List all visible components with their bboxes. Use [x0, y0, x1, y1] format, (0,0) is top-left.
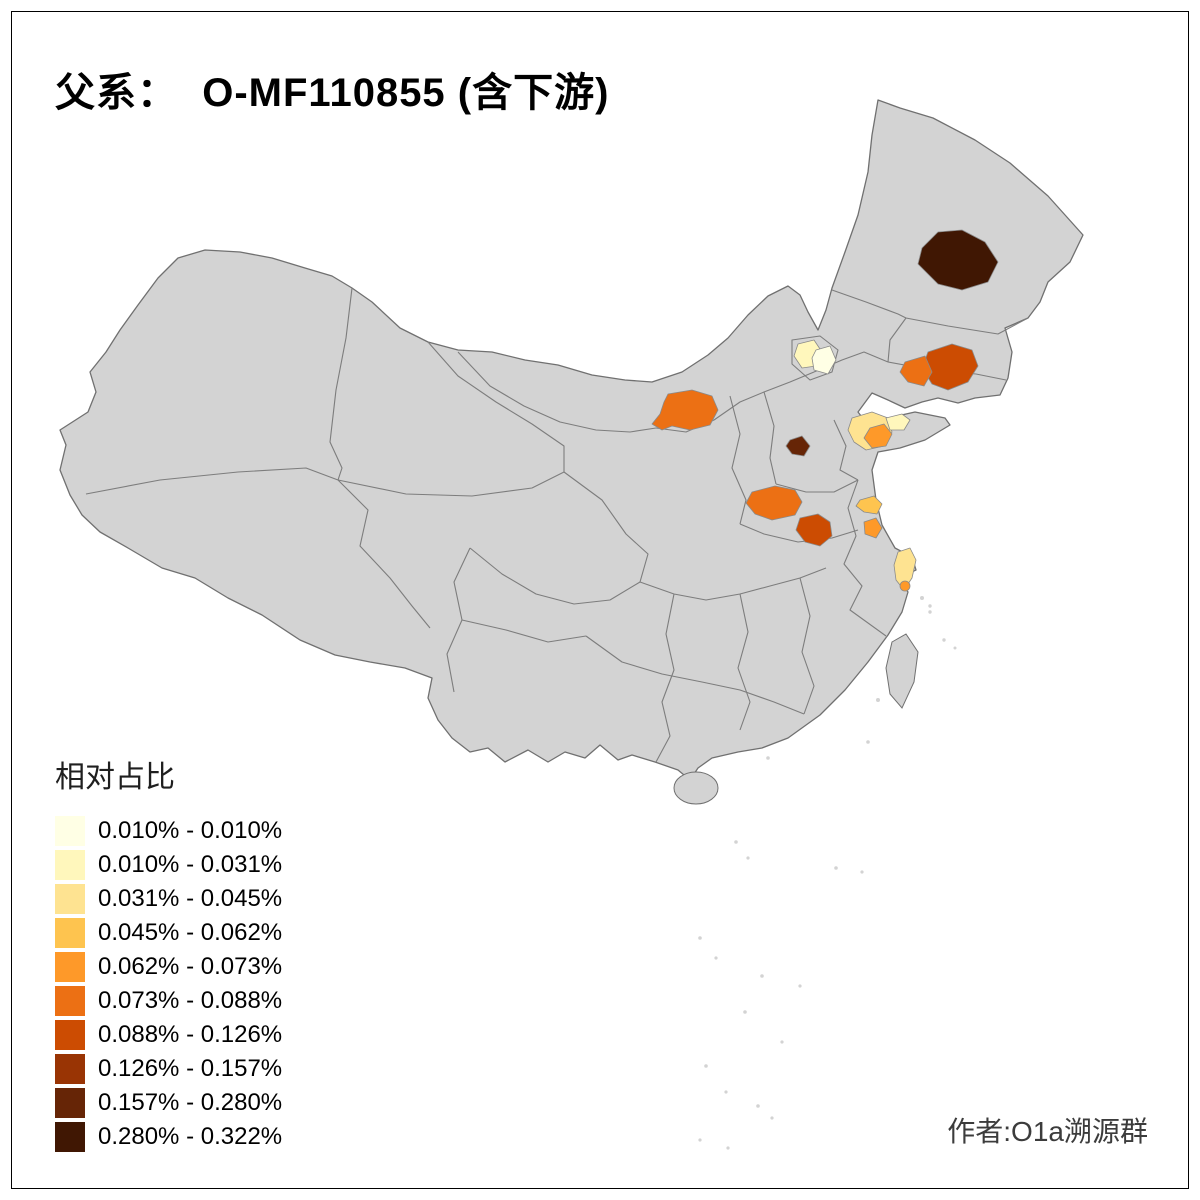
legend-swatch [55, 1054, 85, 1084]
mainland-outline [59, 99, 1084, 781]
legend-item: 0.073% - 0.088% [55, 986, 282, 1016]
legend-swatch [55, 816, 85, 846]
small-islands [698, 596, 957, 1150]
figure-border [11, 11, 1189, 1189]
legend-item: 0.010% - 0.010% [55, 816, 282, 846]
legend-swatch [55, 1122, 85, 1152]
legend-item-label: 0.031% - 0.045% [98, 885, 283, 912]
legend-item-label: 0.045% - 0.062% [98, 919, 283, 946]
region-beijing-area-east [811, 345, 837, 375]
legend-item: 0.045% - 0.062% [55, 918, 282, 948]
legend-swatch [55, 952, 85, 982]
region-shanxi-henan-border [785, 435, 811, 457]
legend-swatch [55, 1088, 85, 1118]
region-henan-southwest [745, 485, 803, 521]
highlighted-regions [651, 229, 999, 592]
legend-item-label: 0.010% - 0.031% [98, 851, 283, 878]
legend-item-label: 0.126% - 0.157% [98, 1055, 283, 1082]
region-anhui-east [863, 517, 883, 539]
legend-item-label: 0.062% - 0.073% [98, 953, 283, 980]
legend-item: 0.010% - 0.031% [55, 850, 282, 880]
legend-swatch [55, 918, 85, 948]
legend-item: 0.088% - 0.126% [55, 1020, 282, 1050]
legend-swatch [55, 850, 85, 880]
figure-title: 父系： O-MF110855 (含下游) [55, 71, 610, 115]
taiwan-island [885, 633, 919, 709]
legend-item-label: 0.010% - 0.010% [98, 817, 283, 844]
region-northeast-heilongjiang [917, 229, 999, 291]
legend-item-label: 0.073% - 0.088% [98, 987, 283, 1014]
region-shandong-center [863, 423, 893, 449]
legend-item-label: 0.157% - 0.280% [98, 1089, 283, 1116]
legend-swatch [55, 1020, 85, 1050]
legend-item: 0.031% - 0.045% [55, 884, 282, 914]
hainan-island [673, 771, 719, 805]
legend-item: 0.280% - 0.322% [55, 1122, 282, 1152]
legend-item-label: 0.088% - 0.126% [98, 1021, 283, 1048]
legend-swatch [55, 884, 85, 914]
legend-item: 0.157% - 0.280% [55, 1088, 282, 1118]
legend: 相对占比 0.010% - 0.010% 0.010% - 0.031% 0.0… [55, 752, 282, 1156]
attribution-text: 作者:O1a溯源群 [947, 1116, 1148, 1147]
region-jiangsu-north [855, 495, 883, 515]
legend-item: 0.126% - 0.157% [55, 1054, 282, 1084]
region-shandong-northeast [885, 413, 911, 431]
legend-swatch [55, 986, 85, 1016]
legend-item-label: 0.280% - 0.322% [98, 1123, 283, 1150]
region-henan-south [795, 513, 833, 547]
legend-item: 0.062% - 0.073% [55, 952, 282, 982]
islands [673, 596, 957, 1150]
region-ningxia-shaanxi [651, 389, 719, 431]
region-liaoning-coast-west [899, 355, 933, 387]
legend-title: 相对占比 [55, 761, 175, 794]
region-zhejiang-coast-dot [899, 580, 911, 592]
